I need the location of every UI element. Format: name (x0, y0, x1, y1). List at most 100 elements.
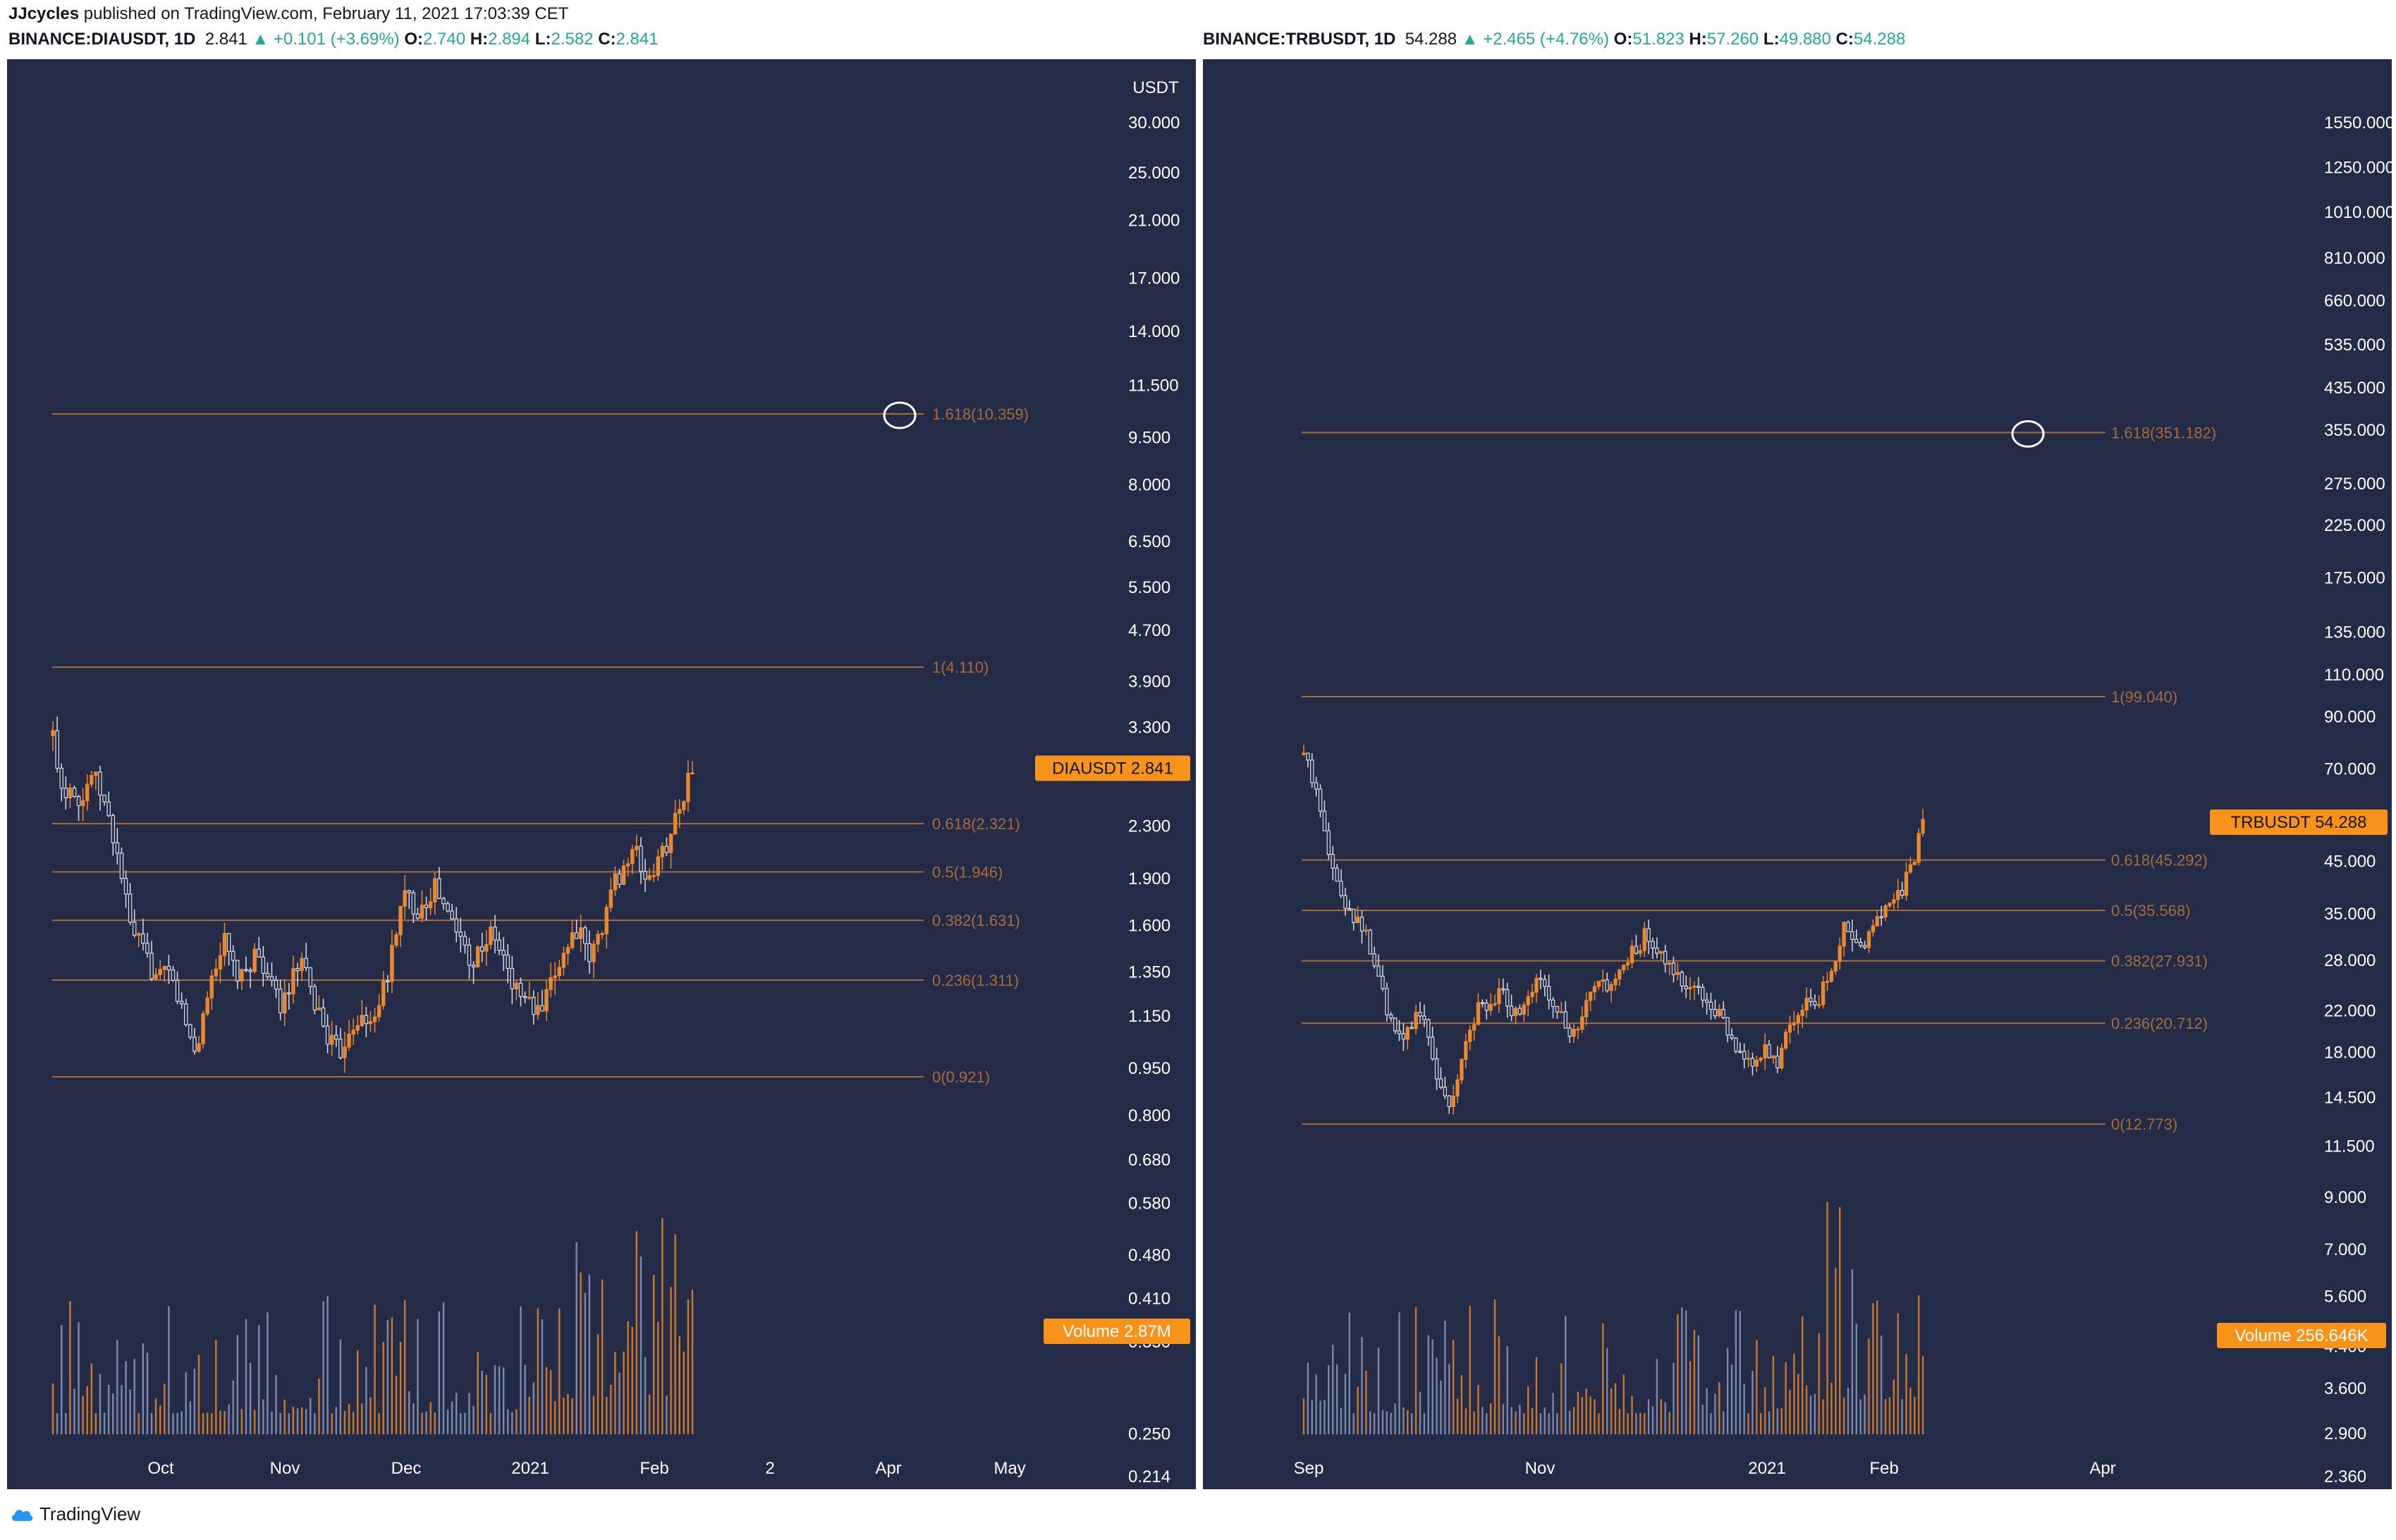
volume-bar (580, 1272, 582, 1434)
candle-body (1601, 979, 1605, 982)
candle-body (372, 1016, 377, 1022)
volume-bar (267, 1312, 269, 1434)
volume-bar (1884, 1399, 1887, 1434)
candle-body (162, 965, 167, 970)
volume-bar (477, 1352, 479, 1434)
volume-bar (610, 1384, 612, 1434)
volume-bar (592, 1395, 595, 1434)
volume-bar (614, 1352, 616, 1434)
currency-label: USDT (1132, 78, 1179, 97)
candle-body (450, 910, 454, 919)
volume-bar (1660, 1399, 1662, 1434)
candle-body (574, 932, 579, 939)
y-tick-label: 1550.000 (2324, 114, 2392, 133)
volume-bar (154, 1398, 157, 1434)
candle-body (1813, 1001, 1817, 1006)
volume-bar (1560, 1363, 1563, 1434)
left-chart[interactable]: 30.000 25.000 21.000 17.000 14.000 11.500 9.50… (7, 59, 1196, 1489)
fib-label: 1.618(351.182) (2111, 424, 2216, 441)
volume-bar (219, 1410, 221, 1434)
y-tick-label: 11.500 (2324, 1137, 2375, 1156)
left-high: 2.894 (488, 30, 531, 49)
right-symbol[interactable]: BINANCE:TRBUSDT, 1D (1203, 30, 1396, 49)
candle-body (51, 730, 55, 736)
volume-bar (563, 1398, 565, 1434)
volume-bar (1793, 1353, 1795, 1434)
volume-bar (429, 1402, 432, 1434)
candle-body (583, 927, 587, 944)
candle-body (1663, 951, 1668, 965)
candle-body (1493, 1003, 1497, 1006)
y-tick-label: 0.580 (1128, 1194, 1171, 1214)
volume-bar (1818, 1333, 1820, 1434)
candle-body (1630, 946, 1634, 963)
volume-bar (670, 1287, 672, 1434)
candle-body (179, 1001, 184, 1005)
volume-bar (1535, 1357, 1538, 1434)
candle-body (1430, 1037, 1435, 1060)
volume-bar (103, 1412, 106, 1434)
volume-bar (1639, 1412, 1642, 1434)
volume-bar (82, 1395, 84, 1434)
candle-body (381, 980, 386, 1006)
volume-bar (73, 1388, 75, 1434)
volume-bar (1905, 1354, 1907, 1434)
y-tick-label: 25.000 (1128, 164, 1180, 183)
candle-body (287, 992, 291, 995)
volume-bar (1302, 1398, 1305, 1434)
volume-bar (86, 1386, 88, 1434)
candle-body (390, 944, 394, 982)
volume-bar (1901, 1399, 1903, 1434)
candle-body (137, 933, 141, 936)
volume-bar (515, 1409, 518, 1434)
candle-body (1651, 941, 1655, 949)
candle-body (578, 927, 583, 939)
volume-bar (1328, 1364, 1330, 1434)
candle-body (660, 845, 665, 857)
volume-bar (146, 1352, 149, 1434)
volume-bar (618, 1372, 621, 1434)
right-chart[interactable]: 1550.000 1250.000 1010.000 810.000 660.000 53… (1203, 59, 2392, 1489)
author-name[interactable]: JJcycles (8, 4, 80, 23)
volume-bar (1826, 1202, 1828, 1434)
candle-body (1501, 988, 1505, 991)
candle-body (540, 1005, 544, 1012)
publish-header: JJcycles published on TradingView.com, F… (8, 4, 568, 24)
candle-body (1584, 1000, 1589, 1018)
volume-bar (1315, 1374, 1317, 1434)
right-chart-panel[interactable] (1203, 59, 2392, 1489)
candle-body (1422, 1015, 1426, 1020)
volume-bar (142, 1343, 145, 1434)
volume-bar (60, 1325, 63, 1434)
candle-body (128, 893, 133, 923)
volume-bar (1394, 1403, 1396, 1434)
volume-bar (1581, 1397, 1583, 1434)
y-tick-label: 30.000 (1128, 114, 1180, 133)
volume-bar (1647, 1399, 1650, 1434)
volume-bar (193, 1369, 196, 1434)
candle-body (368, 1021, 373, 1025)
volume-bar (545, 1367, 548, 1434)
candle-body (446, 903, 450, 912)
candle-body (549, 977, 553, 991)
y-tick-label: 28.000 (2324, 951, 2376, 970)
volume-bar (1710, 1413, 1712, 1434)
footer-brand[interactable]: TradingView (39, 1503, 141, 1524)
candle-body (1505, 989, 1510, 1007)
left-close: 2.841 (616, 30, 659, 49)
y-tick-label: 175.000 (2324, 569, 2385, 588)
candle-body (506, 954, 510, 969)
volume-bar (107, 1384, 110, 1434)
volume-bar (584, 1292, 587, 1434)
left-symbol[interactable]: BINANCE:DIAUSDT, 1D (8, 30, 196, 49)
left-chart-panel[interactable] (7, 59, 1196, 1489)
volume-bar (1307, 1362, 1309, 1434)
candle-body (1825, 980, 1830, 983)
volume-bar (335, 1407, 337, 1434)
candle-body (1846, 922, 1850, 932)
volume-bar (1444, 1320, 1446, 1434)
candle-body (218, 955, 223, 970)
volume-bar (197, 1355, 200, 1434)
tradingview-cloud-icon[interactable] (10, 1507, 34, 1522)
candle-body (501, 950, 506, 955)
